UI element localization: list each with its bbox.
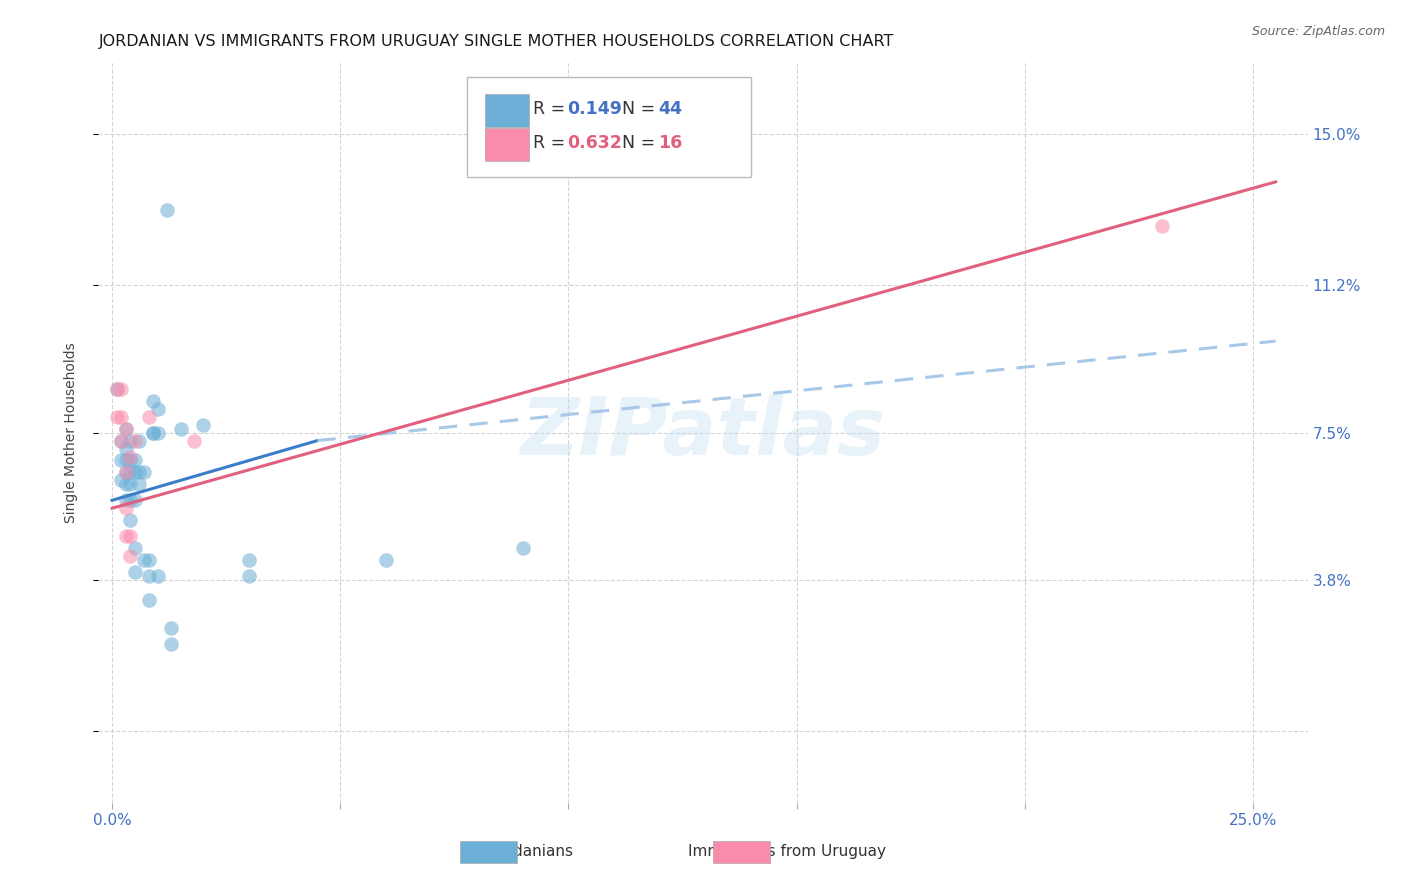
Point [120, 477, 142, 491]
Text: Jordanians: Jordanians [495, 845, 574, 859]
Point [160, 621, 183, 635]
Point [110, 453, 132, 467]
Point [128, 466, 150, 480]
Text: Immigrants from Uruguay: Immigrants from Uruguay [689, 845, 886, 859]
Text: 0.632: 0.632 [568, 134, 623, 153]
Point [114, 422, 136, 436]
Point [132, 466, 155, 480]
Text: N =: N = [621, 134, 661, 153]
Point [110, 409, 132, 424]
Point [142, 425, 165, 440]
Point [120, 466, 142, 480]
Point [105, 409, 128, 424]
Point [146, 569, 169, 583]
Point [238, 569, 260, 583]
Point [132, 553, 155, 567]
Point [120, 453, 142, 467]
Point [1150, 219, 1173, 233]
Point [193, 417, 215, 432]
Point [238, 553, 260, 567]
Point [105, 382, 128, 396]
Point [120, 529, 142, 543]
Point [114, 442, 136, 456]
Point [124, 541, 146, 555]
Point [114, 501, 136, 516]
Point [512, 541, 534, 555]
Point [120, 450, 142, 464]
Point [114, 466, 136, 480]
Point [110, 434, 132, 448]
Text: R =: R = [533, 100, 571, 118]
Point [146, 425, 169, 440]
Point [110, 382, 132, 396]
Point [169, 422, 191, 436]
Point [114, 453, 136, 467]
Point [374, 553, 396, 567]
Point [114, 529, 136, 543]
Point [138, 592, 160, 607]
Point [124, 493, 146, 508]
Y-axis label: Single Mother Households: Single Mother Households [63, 343, 77, 523]
Text: N =: N = [621, 100, 661, 118]
Text: ZIPatlas: ZIPatlas [520, 393, 886, 472]
Point [146, 401, 169, 416]
Text: R =: R = [533, 134, 571, 153]
Text: 0.149: 0.149 [568, 100, 623, 118]
FancyBboxPatch shape [485, 94, 529, 127]
Point [124, 434, 146, 448]
Text: JORDANIAN VS IMMIGRANTS FROM URUGUAY SINGLE MOTHER HOUSEHOLDS CORRELATION CHART: JORDANIAN VS IMMIGRANTS FROM URUGUAY SIN… [98, 34, 894, 49]
Point [128, 434, 150, 448]
Point [110, 434, 132, 448]
Point [142, 393, 165, 408]
Point [105, 382, 128, 396]
Text: 44: 44 [658, 100, 682, 118]
Point [183, 434, 205, 448]
FancyBboxPatch shape [467, 78, 751, 178]
Point [120, 434, 142, 448]
FancyBboxPatch shape [485, 128, 529, 161]
Point [138, 569, 160, 583]
Point [142, 425, 165, 440]
Point [120, 513, 142, 527]
Point [156, 202, 179, 217]
Point [124, 565, 146, 579]
Point [138, 409, 160, 424]
Point [120, 493, 142, 508]
Point [128, 477, 150, 491]
Point [120, 549, 142, 563]
Point [138, 553, 160, 567]
Point [114, 493, 136, 508]
Point [114, 422, 136, 436]
Point [124, 453, 146, 467]
Text: 16: 16 [658, 134, 682, 153]
Point [114, 466, 136, 480]
Point [114, 477, 136, 491]
Point [110, 474, 132, 488]
Point [160, 637, 183, 651]
Text: Source: ZipAtlas.com: Source: ZipAtlas.com [1251, 25, 1385, 38]
Point [124, 466, 146, 480]
